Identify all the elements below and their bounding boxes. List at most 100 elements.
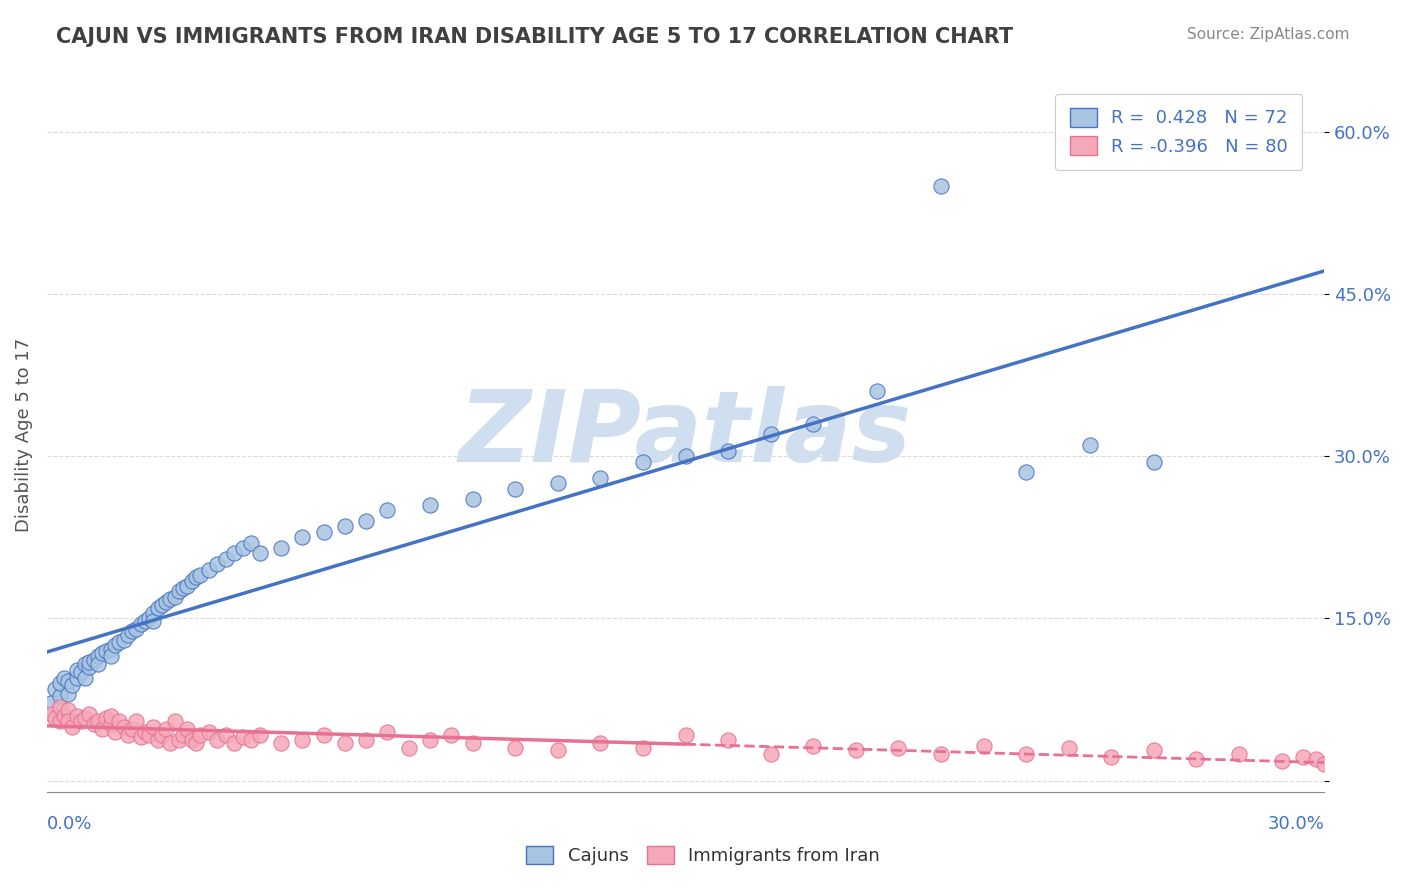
Point: [112, 720, 135, 734]
Point: [138, 728, 160, 742]
Point: [205, 558, 228, 572]
Point: [215, 728, 238, 742]
Point: [675, 449, 697, 463]
Point: [717, 443, 740, 458]
Point: [1227, 747, 1250, 761]
Point: [129, 616, 152, 631]
Point: [717, 732, 740, 747]
Point: [232, 541, 254, 555]
Point: [96, 644, 118, 658]
Point: [104, 639, 127, 653]
Point: [631, 454, 654, 468]
Point: [197, 725, 219, 739]
Point: [249, 728, 271, 742]
Point: [142, 720, 165, 734]
Point: [167, 732, 190, 747]
Point: [56, 687, 79, 701]
Point: [39, 696, 62, 710]
Point: [675, 728, 697, 742]
Point: [96, 711, 118, 725]
Point: [866, 384, 889, 399]
Point: [66, 663, 89, 677]
Point: [108, 714, 131, 728]
Point: [184, 736, 207, 750]
Point: [631, 741, 654, 756]
Point: [312, 728, 335, 742]
Point: [354, 732, 377, 747]
Point: [291, 530, 314, 544]
Point: [197, 563, 219, 577]
Point: [419, 498, 441, 512]
Point: [184, 570, 207, 584]
Point: [87, 714, 110, 728]
Text: CAJUN VS IMMIGRANTS FROM IRAN DISABILITY AGE 5 TO 17 CORRELATION CHART: CAJUN VS IMMIGRANTS FROM IRAN DISABILITY…: [56, 27, 1014, 46]
Point: [503, 741, 526, 756]
Point: [240, 535, 263, 549]
Point: [547, 743, 569, 757]
Point: [142, 606, 165, 620]
Point: [215, 552, 238, 566]
Point: [188, 568, 211, 582]
Point: [163, 590, 186, 604]
Point: [100, 641, 122, 656]
Point: [1292, 750, 1315, 764]
Point: [75, 671, 97, 685]
Point: [759, 747, 782, 761]
Point: [163, 714, 186, 728]
Point: [150, 728, 173, 742]
Point: [801, 739, 824, 753]
Point: [146, 732, 169, 747]
Text: 30.0%: 30.0%: [1267, 815, 1324, 833]
Point: [142, 614, 165, 628]
Point: [205, 732, 228, 747]
Point: [1099, 750, 1122, 764]
Y-axis label: Disability Age 5 to 17: Disability Age 5 to 17: [15, 337, 32, 532]
Point: [398, 741, 420, 756]
Point: [134, 614, 156, 628]
Point: [100, 717, 122, 731]
Point: [172, 581, 194, 595]
Point: [48, 676, 70, 690]
Point: [91, 646, 114, 660]
Point: [112, 633, 135, 648]
Point: [138, 611, 160, 625]
Point: [547, 476, 569, 491]
Point: [354, 514, 377, 528]
Point: [121, 722, 143, 736]
Point: [117, 627, 139, 641]
Point: [56, 703, 79, 717]
Point: [1015, 747, 1038, 761]
Point: [62, 720, 84, 734]
Point: [1015, 466, 1038, 480]
Point: [176, 579, 198, 593]
Point: [172, 728, 194, 742]
Point: [100, 708, 122, 723]
Point: [1057, 741, 1080, 756]
Point: [70, 665, 93, 680]
Point: [1313, 757, 1336, 772]
Point: [44, 681, 66, 696]
Point: [1185, 752, 1208, 766]
Point: [52, 708, 75, 723]
Point: [66, 708, 89, 723]
Point: [117, 728, 139, 742]
Point: [56, 714, 79, 728]
Point: [440, 728, 463, 742]
Point: [224, 736, 246, 750]
Point: [589, 471, 612, 485]
Point: [377, 725, 399, 739]
Point: [1305, 752, 1327, 766]
Point: [270, 736, 292, 750]
Point: [91, 722, 114, 736]
Point: [1355, 761, 1378, 775]
Point: [83, 652, 105, 666]
Point: [503, 482, 526, 496]
Point: [125, 622, 148, 636]
Point: [176, 722, 198, 736]
Text: ZIPatlas: ZIPatlas: [458, 386, 912, 483]
Point: [66, 671, 89, 685]
Point: [75, 657, 97, 671]
Point: [291, 732, 314, 747]
Point: [108, 635, 131, 649]
Point: [125, 714, 148, 728]
